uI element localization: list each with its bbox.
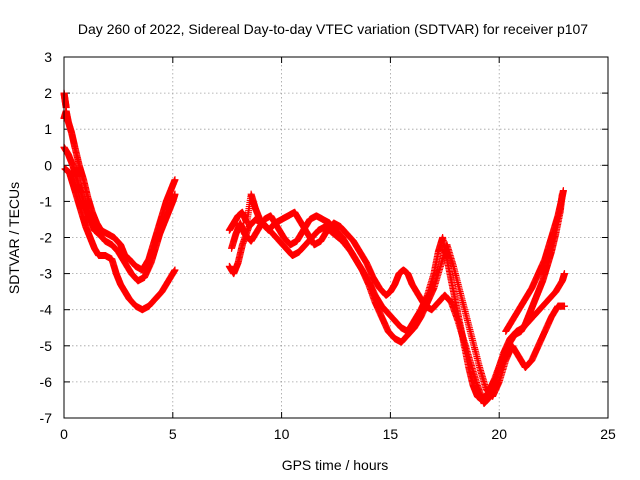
y-tick-label: -3 xyxy=(40,266,53,282)
x-axis-label: GPS time / hours xyxy=(282,457,389,473)
series-track-b xyxy=(61,165,179,314)
series-track-c xyxy=(60,143,179,285)
plot-frame xyxy=(63,56,609,419)
data-point xyxy=(560,302,568,310)
y-tick-label: -5 xyxy=(40,338,53,354)
y-tick-label: -1 xyxy=(40,193,53,209)
series-track-g xyxy=(228,212,568,400)
x-tick-labels: 0 5 10 15 20 25 xyxy=(60,426,616,442)
data-point xyxy=(171,266,179,274)
data-point xyxy=(559,187,567,195)
series-track-d xyxy=(60,89,70,112)
series-track-h xyxy=(502,187,567,335)
y-axis-label: SDTVAR / TECUs xyxy=(6,182,22,294)
data-points xyxy=(60,89,568,408)
y-tick-label: 3 xyxy=(44,49,52,65)
x-tick-label: 0 xyxy=(60,426,68,442)
y-tick-label: -4 xyxy=(40,302,53,318)
x-tick-label: 10 xyxy=(274,426,290,442)
data-point xyxy=(171,190,179,198)
x-tick-label: 5 xyxy=(169,426,177,442)
x-tick-label: 15 xyxy=(383,426,399,442)
data-point xyxy=(560,270,568,278)
series-track-f xyxy=(225,208,568,408)
y-tick-label: 1 xyxy=(44,121,52,137)
y-tick-labels: 3 2 1 0 -1 -2 -3 -4 -5 -6 -7 xyxy=(40,49,53,426)
x-tick-label: 20 xyxy=(491,426,507,442)
y-tick-label: -6 xyxy=(40,374,53,390)
y-tick-label: -7 xyxy=(40,410,53,426)
y-tick-label: -2 xyxy=(40,230,53,246)
y-tick-label: 0 xyxy=(44,157,52,173)
data-point xyxy=(171,176,179,184)
y-tick-label: 2 xyxy=(44,85,52,101)
chart-title: Day 260 of 2022, Sidereal Day-to-day VTE… xyxy=(78,21,588,37)
series-track-a xyxy=(60,107,179,274)
x-tick-label: 25 xyxy=(600,426,616,442)
